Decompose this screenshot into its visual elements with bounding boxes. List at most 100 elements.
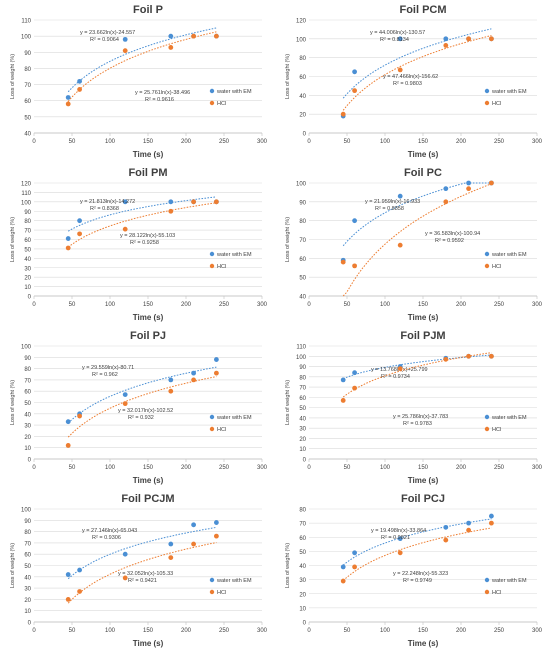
data-point-hcl (340, 578, 346, 584)
chart-title: Foil PJM (400, 330, 445, 342)
y-tick-label: 20 (299, 113, 306, 119)
chart-title: Foil PC (404, 167, 442, 179)
legend-label: HCl (217, 590, 226, 596)
trendline-r2: R² = 0.9306 (92, 535, 121, 541)
y-tick-label: 80 (24, 67, 31, 73)
legend-label: water with EM (216, 415, 252, 421)
x-tick-label: 200 (456, 139, 467, 145)
y-tick-label: 60 (299, 75, 306, 81)
y-tick-label: 40 (299, 295, 306, 301)
data-point-hcl (466, 527, 471, 533)
x-tick-label: 50 (69, 139, 76, 145)
x-tick-label: 200 (181, 628, 192, 634)
y-tick-label: 0 (28, 458, 32, 464)
x-tick-label: 100 (105, 302, 116, 308)
y-tick-label: 30 (24, 266, 31, 272)
legend-marker-water (484, 577, 490, 583)
chart-6: 0 10 20 30 40 50 60 70 80 90 100 0 50 100 150 200 250 300… (10, 493, 268, 648)
y-axis-label: Loss of weight (%) (285, 543, 291, 588)
x-tick-label: 150 (143, 465, 154, 471)
legend-marker-water (484, 88, 490, 94)
y-tick-label: 30 (24, 587, 31, 593)
y-tick-label: 40 (24, 132, 31, 138)
y-tick-label: 100 (21, 200, 32, 206)
y-tick-label: 10 (24, 609, 31, 615)
data-point-hcl (168, 45, 174, 50)
data-point-hcl (489, 520, 494, 526)
y-tick-label: 100 (296, 37, 307, 43)
data-point-water (191, 370, 197, 376)
x-tick-label: 0 (307, 465, 311, 471)
data-point-hcl (443, 199, 449, 205)
trendline-equation: y = 32.017ln(x)-102.52 (118, 408, 173, 414)
trendline-water (67, 526, 217, 580)
x-tick-label: 50 (344, 302, 351, 308)
trendline-r2: R² = 0.9592 (435, 238, 464, 244)
legend-label: HCl (217, 101, 226, 107)
trendline-hcl (342, 183, 492, 297)
x-tick-label: 300 (257, 628, 268, 634)
y-tick-label: 80 (24, 530, 31, 536)
x-tick-label: 250 (494, 465, 505, 471)
x-axis-label: Time (s) (408, 150, 439, 159)
legend-marker-hcl (484, 100, 490, 106)
x-axis-label: Time (s) (133, 476, 164, 485)
y-tick-label: 110 (21, 191, 31, 197)
x-tick-label: 150 (418, 628, 429, 634)
trendline-r2: R² = 0.9616 (145, 97, 174, 103)
data-point-hcl (122, 575, 128, 581)
y-tick-label: 70 (24, 83, 31, 89)
trendline-water (67, 196, 217, 232)
y-tick-label: 50 (24, 247, 31, 253)
y-tick-label: 100 (296, 182, 307, 188)
y-tick-label: 90 (299, 365, 306, 371)
data-point-hcl (77, 413, 82, 419)
y-tick-label: 50 (24, 115, 31, 121)
trendline-hcl (342, 352, 492, 398)
data-point-hcl (397, 366, 403, 371)
data-point-water (168, 199, 174, 205)
y-tick-label: 0 (303, 132, 307, 138)
data-point-hcl (214, 533, 219, 539)
data-point-hcl (168, 555, 174, 560)
data-point-hcl (443, 43, 449, 48)
chart-title: Foil P (133, 4, 163, 16)
chart-title: Foil PCJM (121, 493, 174, 505)
legend-marker-water (209, 251, 215, 257)
y-axis-label: Loss of weight (%) (285, 217, 291, 262)
data-point-hcl (65, 597, 71, 602)
chart-title: Foil PM (128, 167, 167, 179)
y-axis-label-group: Loss of weight (%) (285, 54, 291, 99)
legend-marker-hcl (484, 426, 490, 432)
y-tick-label: 70 (299, 522, 306, 528)
y-tick-label: 100 (296, 355, 307, 361)
y-axis-label: Loss of weight (%) (10, 543, 16, 588)
y-axis-label-group: Loss of weight (%) (10, 217, 16, 262)
data-point-hcl (466, 186, 471, 192)
legend-label: water with EM (216, 578, 252, 584)
data-point-water (443, 36, 449, 42)
trendline-hcl (342, 35, 492, 111)
x-tick-label: 150 (143, 628, 154, 634)
data-point-hcl (191, 541, 197, 547)
x-tick-label: 300 (532, 302, 543, 308)
chart-4: 0 10 20 30 40 50 60 70 80 90 100 0 50 100 150 200 250 300… (10, 330, 268, 485)
x-tick-label: 0 (32, 302, 36, 308)
y-tick-label: 70 (299, 386, 306, 392)
data-point-water (466, 520, 471, 526)
x-tick-label: 200 (456, 302, 467, 308)
x-tick-label: 100 (380, 139, 391, 145)
y-tick-label: 60 (24, 238, 31, 244)
legend-marker-hcl (484, 589, 490, 595)
data-point-water (122, 392, 128, 397)
y-tick-label: 80 (299, 508, 306, 514)
trendline-equation: y = 28.122ln(x)-55.103 (120, 233, 175, 239)
x-tick-label: 50 (69, 302, 76, 308)
data-point-water (214, 520, 219, 525)
y-tick-label: 20 (299, 437, 306, 443)
data-point-water (168, 377, 174, 383)
trendline-equation: y = 22.248ln(x)-55.323 (393, 571, 448, 577)
x-tick-label: 0 (307, 628, 311, 634)
x-axis-label: Time (s) (408, 639, 439, 648)
